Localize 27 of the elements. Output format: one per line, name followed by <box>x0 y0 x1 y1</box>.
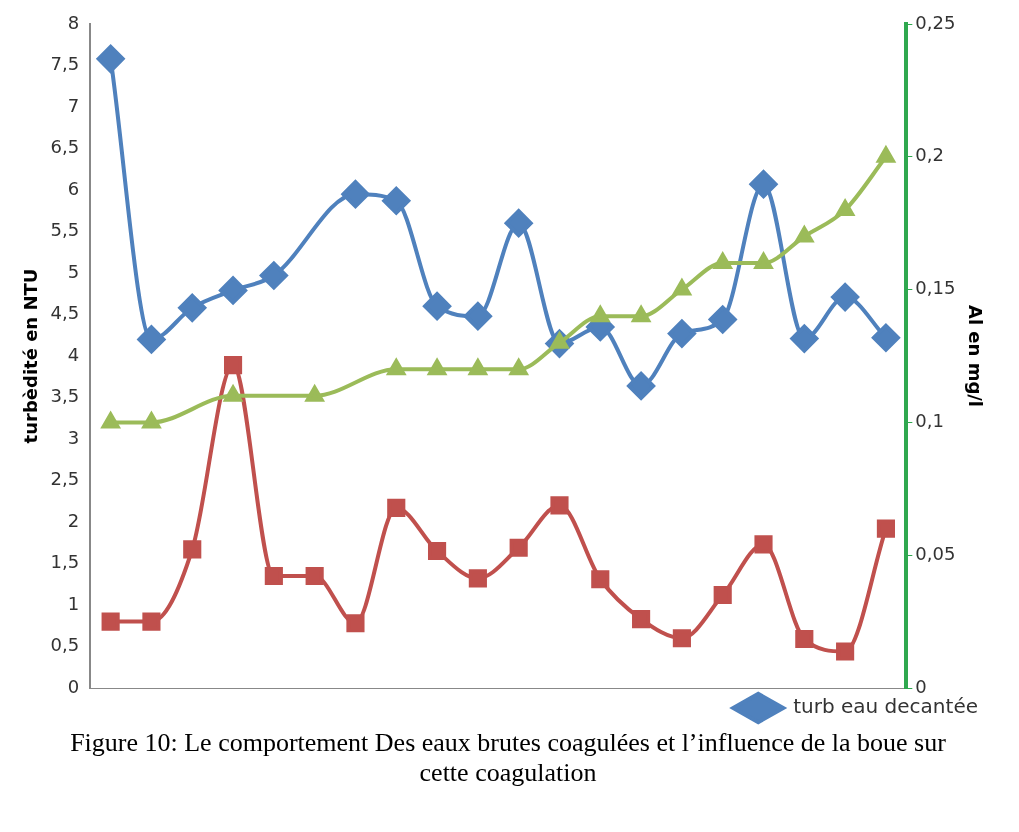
y-tick-label: 2,5 <box>50 468 80 490</box>
y-tick-label: 5 <box>67 260 80 282</box>
y-tick-label: 0,5 <box>50 634 80 656</box>
y-tick-label: 1,5 <box>50 551 80 573</box>
legend-label: turb eau decantée <box>793 694 978 719</box>
y-tick-label: 6 <box>67 177 80 199</box>
y2-tick-label: 0 <box>915 675 927 697</box>
y-tick-label: 8 <box>67 11 80 33</box>
y-tick-label: 5,5 <box>50 219 80 241</box>
y-tick-label: 2 <box>67 509 80 531</box>
y2-tick-label: 0,1 <box>915 410 944 432</box>
y-tick-label: 1 <box>67 592 80 614</box>
y-tick-label: 7,5 <box>50 53 80 75</box>
y-tick-label: 6,5 <box>50 136 80 158</box>
y-tick-label: 3,5 <box>50 385 80 407</box>
y2-tick-label: 0,25 <box>915 11 956 33</box>
y-axis-title: turbèdité en NTU <box>20 268 42 444</box>
y2-tick-label: 0,05 <box>915 542 956 564</box>
y-tick-label: 4,5 <box>50 302 80 324</box>
y2-axis-title: Al en mg/l <box>964 304 986 408</box>
y-tick-label: 3 <box>67 426 80 448</box>
caption: Figure 10: Le comportement Des eaux brutes coagulées et l’influence de la boue sur cette coagulation <box>69 728 947 788</box>
y2-tick-label: 0,15 <box>915 277 956 299</box>
y-tick-label: 0 <box>67 675 80 697</box>
y2-tick-label: 0,2 <box>915 144 944 166</box>
y-tick-label: 7 <box>67 94 80 116</box>
y-tick-label: 4 <box>67 343 80 365</box>
